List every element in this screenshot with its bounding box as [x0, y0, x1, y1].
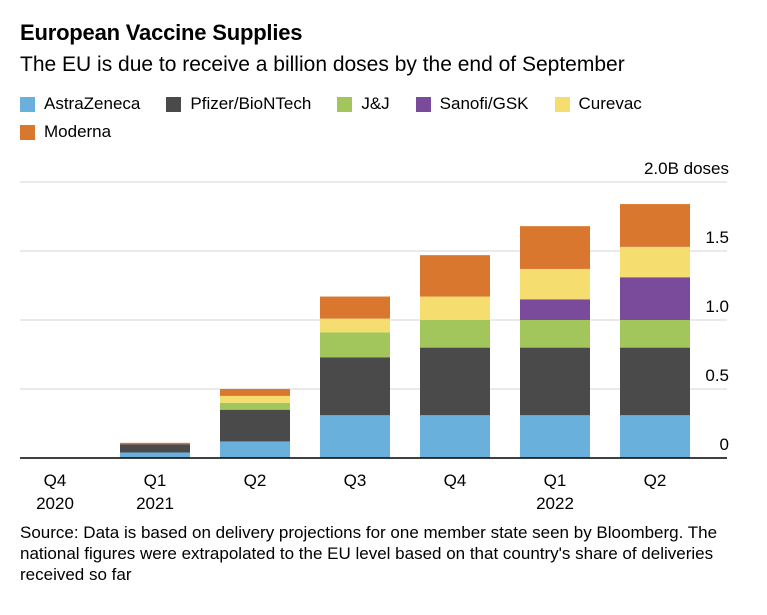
x-tick-label: 2021: [136, 494, 174, 513]
source-note: Source: Data is based on delivery projec…: [20, 523, 718, 584]
x-tick-label: Q2: [244, 471, 267, 490]
bar-segment-moderna: [520, 226, 590, 269]
bar-segment-astrazeneca: [420, 415, 490, 458]
legend-label: Curevac: [578, 94, 642, 113]
bar-segment-j-j: [520, 320, 590, 348]
legend-label: Moderna: [44, 122, 112, 141]
legend-label: J&J: [361, 94, 390, 113]
x-tick-label: Q4: [44, 471, 67, 490]
x-tick-label: Q1: [144, 471, 167, 490]
bar-segment-sanofi-gsk: [520, 299, 590, 320]
legend-label: Sanofi/GSK: [439, 94, 529, 113]
legend-swatch: [337, 96, 353, 112]
bar-segment-j-j: [620, 320, 690, 348]
bar-segment-moderna: [620, 204, 690, 247]
x-tick-label: 2022: [536, 494, 574, 513]
bar-segment-moderna: [420, 255, 490, 297]
bar-segment-j-j: [220, 402, 290, 410]
legend-item-curevac: Curevac: [554, 90, 642, 118]
legend-item-moderna: Moderna: [20, 118, 111, 146]
x-tick-label: Q2: [644, 471, 667, 490]
bar-segment-moderna: [220, 389, 290, 396]
legend-label: AstraZeneca: [44, 94, 141, 113]
legend-swatch: [20, 96, 35, 112]
y-tick-label: 0.5: [705, 366, 729, 385]
legend-item-j-j: J&J: [337, 90, 390, 118]
bar-segment-astrazeneca: [520, 415, 590, 458]
x-tick-label: Q3: [344, 471, 367, 490]
x-tick-label: 2020: [36, 494, 74, 513]
bar-segment-astrazeneca: [320, 415, 390, 458]
bar-segment-astrazeneca: [620, 415, 690, 458]
legend-swatch: [554, 96, 570, 112]
bar-segment-curevac: [320, 318, 390, 333]
bar-segment-pfizer-biontech: [320, 357, 390, 416]
x-tick-label: Q1: [544, 471, 567, 490]
legend-item-sanofi-gsk: Sanofi/GSK: [415, 90, 529, 118]
y-tick-label: 1.5: [705, 228, 729, 247]
chart-subtitle: The EU is due to receive a billion doses…: [20, 53, 625, 76]
chart-title: European Vaccine Supplies: [20, 20, 303, 45]
bar-segment-pfizer-biontech: [120, 444, 190, 453]
y-tick-label: 2.0B doses: [644, 159, 729, 178]
bar-segment-pfizer-biontech: [220, 409, 290, 442]
bar-segment-moderna: [120, 442, 190, 445]
bar-segment-j-j: [320, 332, 390, 358]
x-tick-label: Q4: [444, 471, 467, 490]
bar-segment-pfizer-biontech: [520, 347, 590, 416]
legend-swatch: [415, 96, 431, 112]
stacked-bar-chart: 0 0.5 1.0 1.5 2.0B doses Q4 2020 Q1 2021 Q2 Q3 Q4 Q1…: [20, 159, 729, 513]
legend-swatch: [20, 124, 35, 140]
bar-segment-curevac: [520, 268, 590, 300]
bar-segment-pfizer-biontech: [420, 347, 490, 416]
bar-segment-j-j: [420, 320, 490, 348]
legend-item-pfizer-biontech: Pfizer/BioNTech: [166, 90, 311, 118]
bar-segment-sanofi-gsk: [620, 277, 690, 320]
bar-segment-moderna: [320, 296, 390, 319]
bar-segment-curevac: [420, 296, 490, 320]
y-tick-label: 1.0: [705, 297, 729, 316]
bar-segment-curevac: [620, 246, 690, 278]
bar-segment-curevac: [220, 395, 290, 403]
bar-segment-astrazeneca: [120, 452, 190, 458]
y-tick-label: 0: [720, 435, 729, 454]
legend: AstraZeneca Pfizer/BioNTech J&J Sanofi/GSK C…: [20, 90, 740, 146]
legend-label: Pfizer/BioNTech: [190, 94, 312, 113]
legend-swatch: [166, 96, 182, 112]
bar-segment-pfizer-biontech: [620, 347, 690, 416]
bar-segment-astrazeneca: [220, 441, 290, 458]
legend-item-astrazeneca: AstraZeneca: [20, 90, 140, 118]
